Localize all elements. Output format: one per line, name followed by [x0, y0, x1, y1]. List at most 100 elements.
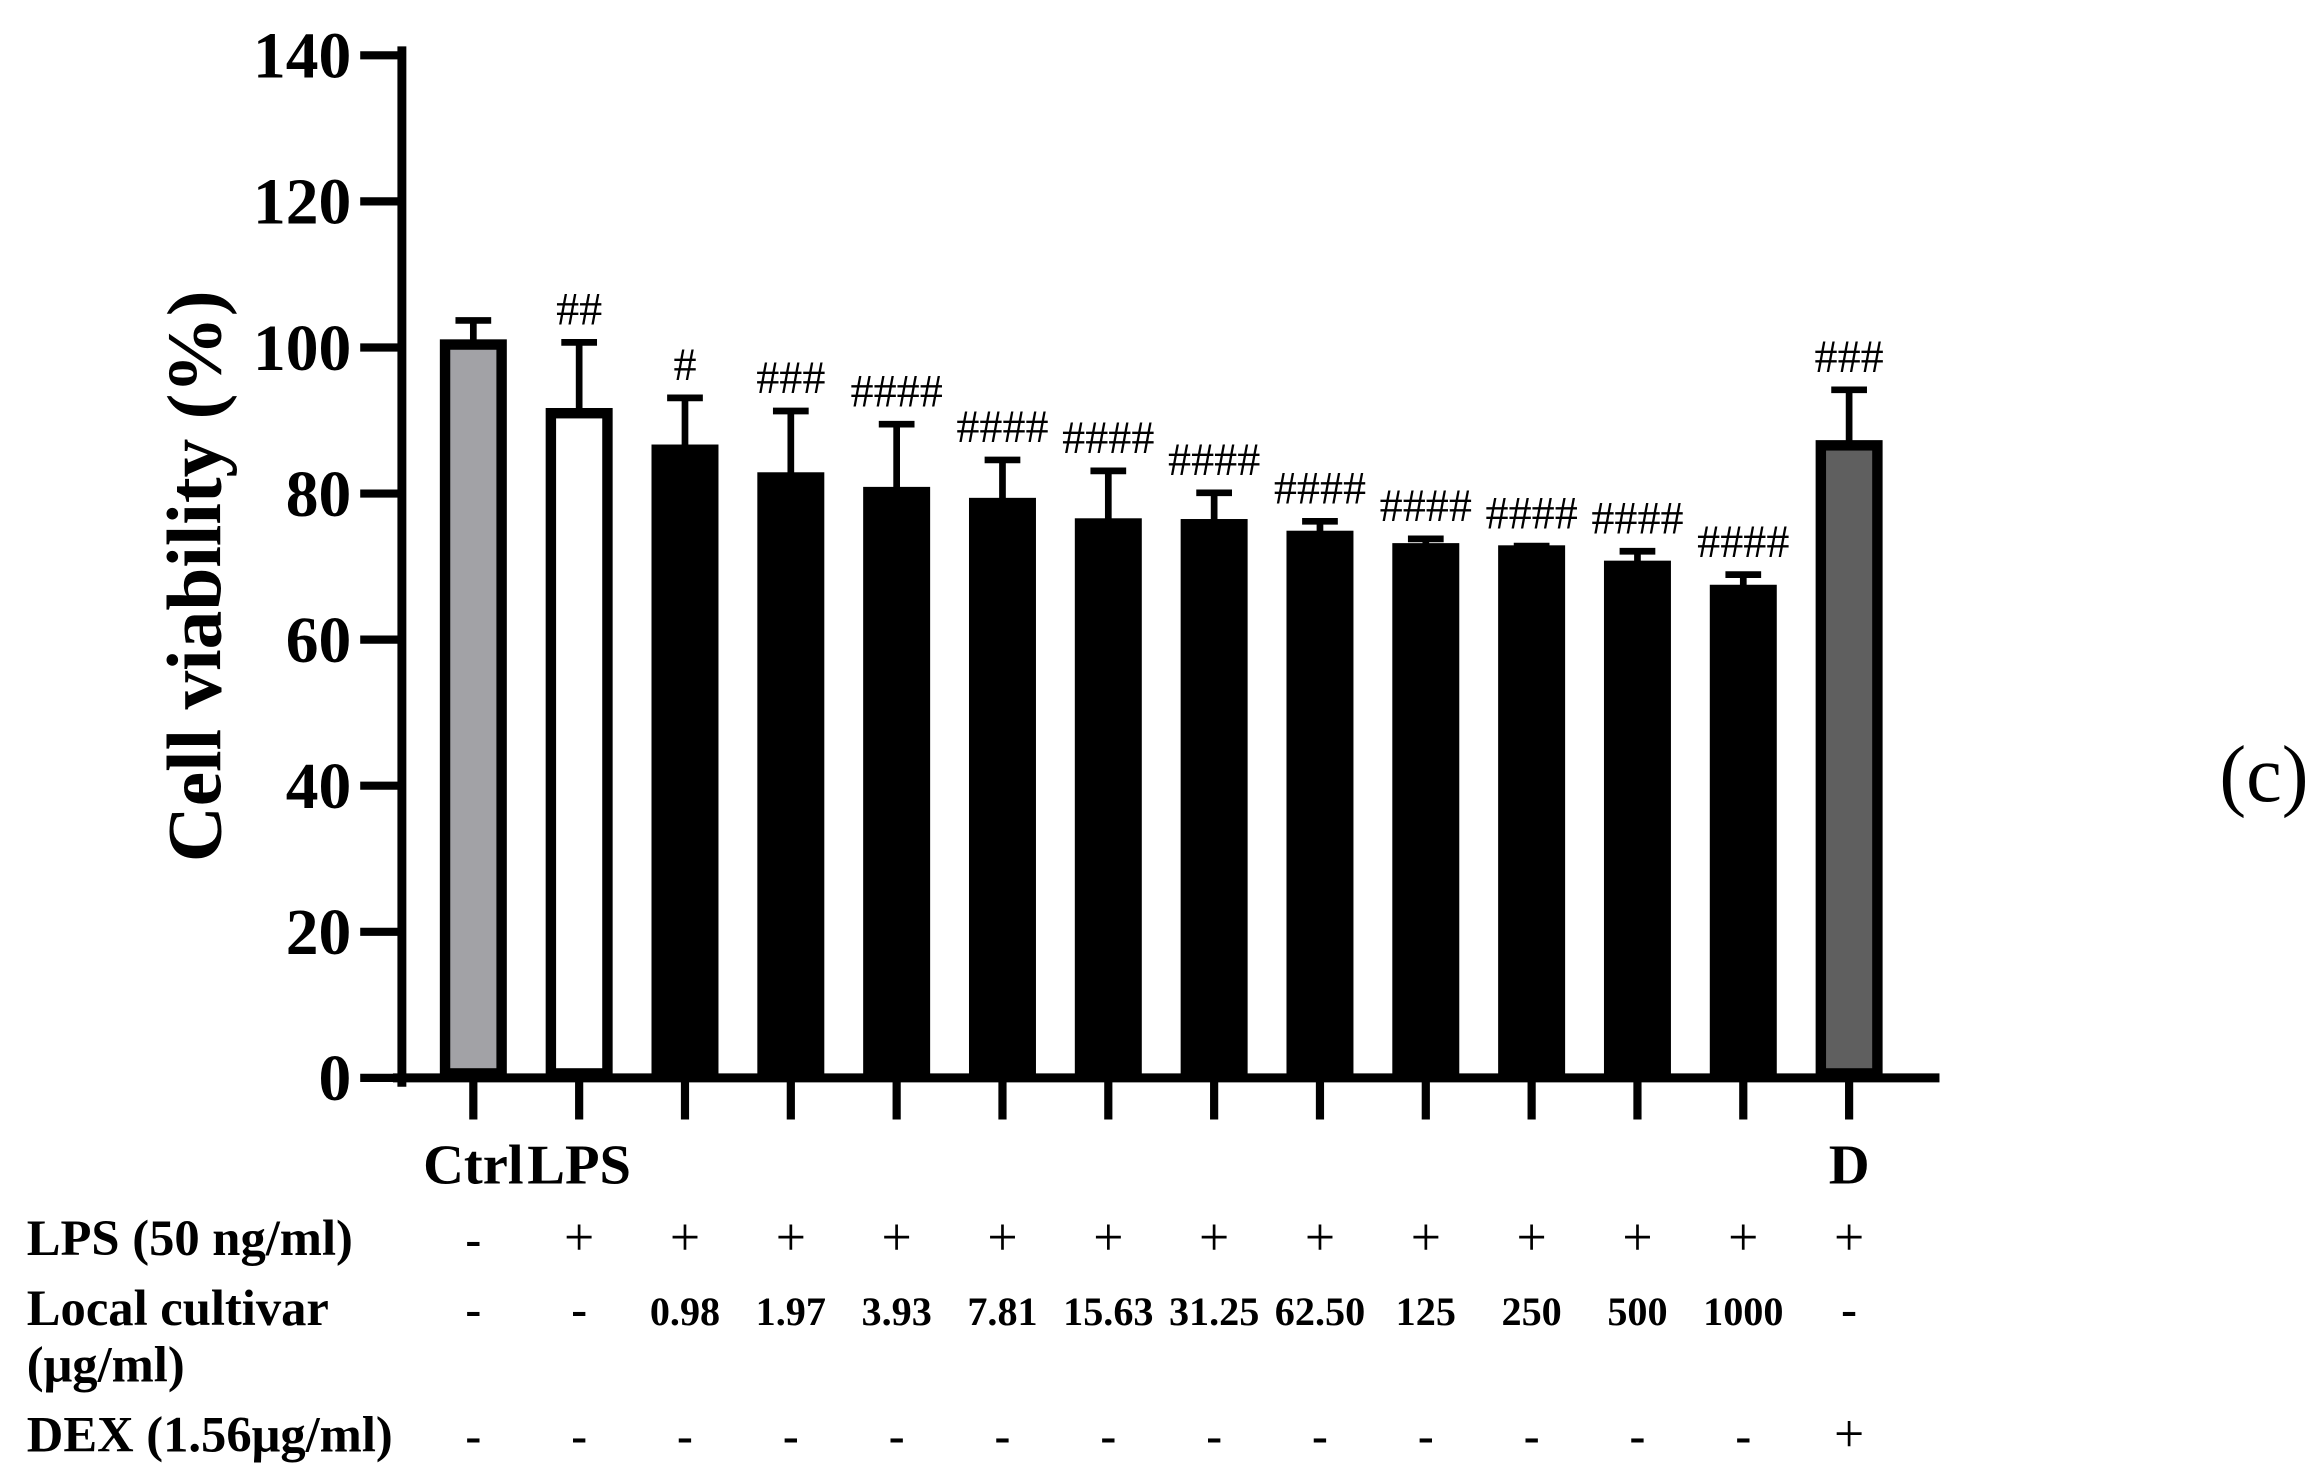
y-axis-title: Cell viability (%): [151, 290, 237, 862]
lps-row-cell: +: [1093, 1207, 1123, 1267]
significance-label: ####: [1168, 434, 1260, 485]
lps-row-cell: +: [670, 1207, 700, 1267]
y-tick-label: 80: [286, 459, 351, 531]
y-tick-label: 0: [319, 1043, 352, 1115]
local-cultivar-row-cell: 3.93: [861, 1289, 931, 1334]
lps-row-label: LPS (50 ng/ml): [27, 1210, 353, 1266]
local-cultivar-row-cell: -: [465, 1284, 481, 1336]
local-cultivar-row-cell: 125: [1396, 1289, 1456, 1334]
dex-row-cell: -: [465, 1410, 481, 1462]
error-bars-layer: [455, 317, 1867, 590]
lps-row-cell: -: [465, 1214, 481, 1266]
error-bar-cultivar-0-98: [667, 394, 703, 450]
local-cultivar-row-unit-label: (μg/ml): [27, 1337, 185, 1393]
dex-row-cell: -: [677, 1410, 693, 1462]
panel-label: (c): [2219, 730, 2308, 819]
lps-row-cell: +: [1199, 1207, 1229, 1267]
bar-cultivar-0-98: [651, 444, 719, 1079]
y-tick-label: 60: [286, 605, 351, 677]
lps-row-cell: +: [1305, 1207, 1335, 1267]
lps-row-cell: +: [1517, 1207, 1547, 1267]
y-tick-label: 120: [253, 167, 351, 239]
error-bar-ctrl: [455, 317, 492, 345]
x-tick-label: LPS: [527, 1135, 631, 1197]
dex-row-cell: -: [1312, 1410, 1328, 1462]
significance-label: ###: [1815, 331, 1884, 382]
local-cultivar-row-cell: -: [1841, 1284, 1857, 1336]
y-axis: 0 20 40 60 80 100 120 140: [253, 21, 407, 1115]
significance-label: ####: [1697, 516, 1789, 567]
lps-row-cell: +: [1411, 1207, 1441, 1267]
significance-label: ##: [556, 283, 602, 334]
significance-label: #: [673, 339, 696, 390]
x-axis: Ctrl LPS D: [392, 1073, 1940, 1197]
bar-cultivar-62-50: [1286, 530, 1354, 1079]
error-bar-cultivar-31-25: [1196, 489, 1232, 525]
error-bar-cultivar-500: [1619, 547, 1656, 566]
bar-lps: [545, 407, 613, 1079]
error-bar-cultivar-250: [1513, 542, 1550, 551]
bar-cultivar-31-25: [1180, 519, 1248, 1079]
bar-cultivar-1000: [1709, 584, 1777, 1079]
dex-row-cell: -: [571, 1410, 587, 1462]
y-tick-label: 40: [286, 751, 351, 823]
dex-row-cell: -: [1524, 1410, 1540, 1462]
error-bar-cultivar-1000: [1725, 571, 1762, 590]
significance-label: ####: [1062, 412, 1154, 463]
treatment-lps-row: LPS (50 ng/ml) - + + + + + + + + + + + + +: [27, 1207, 1864, 1267]
bar-dex: [1815, 440, 1883, 1079]
significance-label: ####: [1274, 462, 1366, 513]
local-cultivar-row-cell: 250: [1501, 1289, 1561, 1334]
lps-row-cell: +: [987, 1207, 1017, 1267]
significance-label: ####: [1591, 492, 1683, 543]
dex-row-cell: -: [1735, 1410, 1751, 1462]
y-tick-label: 140: [253, 21, 351, 93]
lps-row-cell: +: [882, 1207, 912, 1267]
local-cultivar-row-cell: 7.81: [967, 1289, 1037, 1334]
y-tick-label: 20: [286, 897, 351, 969]
bar-cultivar-1-97: [757, 472, 825, 1079]
error-bar-lps: [561, 339, 598, 414]
bar-cultivar-7-81: [968, 497, 1036, 1079]
dex-row-cell: -: [1630, 1410, 1646, 1462]
dex-row-cell: -: [1418, 1410, 1434, 1462]
dex-row-cell: -: [1100, 1410, 1116, 1462]
error-bar-cultivar-7-81: [984, 456, 1021, 504]
dex-row-cell: -: [889, 1410, 905, 1462]
significance-labels: ### ### ######## #### ######## #### #### #### ##…: [556, 283, 1884, 566]
dex-row-cell: -: [783, 1410, 799, 1462]
bar-ctrl: [439, 339, 507, 1079]
dex-row-label: DEX (1.56μg/ml): [27, 1406, 393, 1462]
x-tick-label: D: [1829, 1135, 1870, 1197]
error-bar-cultivar-3-93: [878, 420, 915, 493]
treatment-table: LPS (50 ng/ml) - + + + + + + + + + + + + + Local cultiv…: [27, 1207, 1864, 1463]
local-cultivar-row-cell: 1000: [1703, 1289, 1783, 1334]
significance-label: ####: [851, 365, 943, 416]
local-cultivar-row-cell: 1.97: [756, 1289, 826, 1334]
error-bar-cultivar-125: [1407, 535, 1444, 549]
error-bar-dex: [1831, 386, 1867, 446]
dex-row-cell: -: [1206, 1410, 1222, 1462]
error-bar-cultivar-62-50: [1302, 517, 1338, 536]
lps-row-cell: +: [1834, 1207, 1864, 1267]
significance-label: ###: [756, 352, 825, 403]
error-bar-cultivar-15-63: [1090, 467, 1127, 524]
bar-cultivar-3-93: [863, 486, 931, 1079]
significance-label: ####: [956, 401, 1048, 452]
y-tick-label: 100: [253, 313, 351, 385]
local-cultivar-row-cell: 15.63: [1063, 1289, 1153, 1334]
x-tick-label: Ctrl: [423, 1135, 523, 1197]
treatment-dex-row: DEX (1.56μg/ml) - - - - - - - - - - - - - +: [27, 1403, 1864, 1463]
bar-cultivar-500: [1603, 560, 1671, 1079]
lps-row-cell: +: [1728, 1207, 1758, 1267]
lps-row-cell: +: [776, 1207, 806, 1267]
significance-label: ####: [1380, 480, 1472, 531]
dex-row-cell: -: [995, 1410, 1011, 1462]
bar-cultivar-15-63: [1074, 518, 1142, 1079]
dex-row-cell: +: [1834, 1403, 1864, 1463]
error-bar-cultivar-1-97: [772, 407, 809, 478]
bars-layer: [439, 339, 1883, 1079]
local-cultivar-row-cell: 500: [1607, 1289, 1667, 1334]
local-cultivar-row-label: Local cultivar: [27, 1280, 329, 1336]
